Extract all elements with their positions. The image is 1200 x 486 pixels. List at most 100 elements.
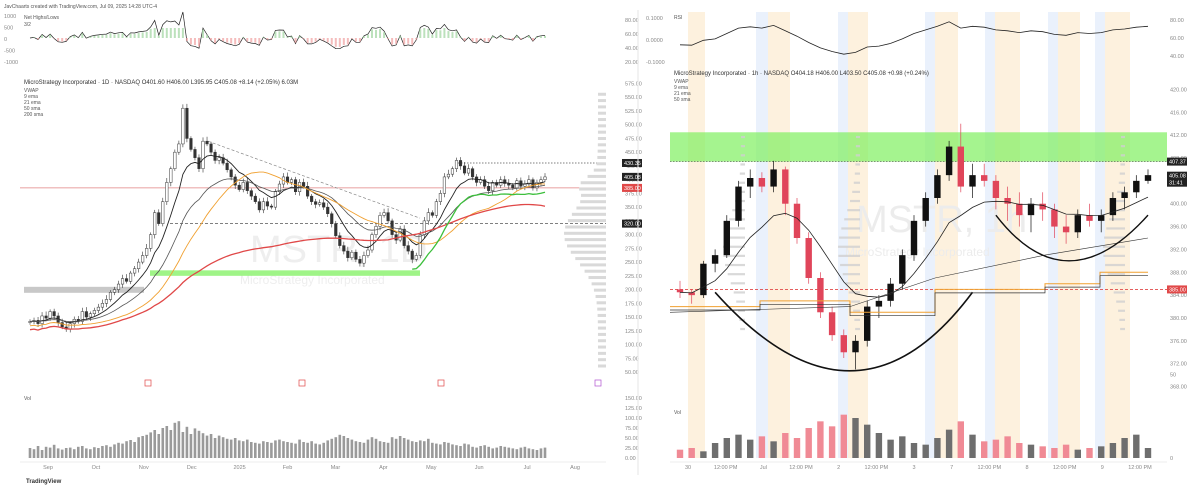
volume-profile-bar-right: [851, 300, 860, 303]
volume-bar-right: [1098, 446, 1105, 458]
volume-bar-right: [688, 448, 695, 458]
price-label-right: 31:41: [1169, 181, 1183, 187]
session-band: [688, 12, 705, 458]
volume-bar: [282, 441, 285, 458]
session-band: [925, 12, 935, 458]
candle-body: [543, 176, 547, 180]
volume-bar: [241, 441, 245, 458]
indicator-bar: [214, 38, 217, 43]
candle-body: [434, 201, 438, 216]
volume-bar-right: [1109, 443, 1117, 458]
legend-entry-right: 21 ema: [674, 91, 691, 97]
candle-body-right: [1098, 215, 1105, 221]
price-label-bg-right: [1167, 178, 1187, 187]
volume-bar-right: [1062, 444, 1070, 458]
x-tick-label: Jun: [475, 465, 484, 471]
y-tick-label-right: 396.00: [1170, 225, 1187, 231]
candle-body-right: [770, 169, 777, 187]
indicator-bar: [185, 38, 188, 41]
volume-bar: [266, 442, 269, 458]
hourly-chart: RSI 0.1000 0.0000 -0.1000 80.00 60.00 40.00 Mic…: [646, 12, 1187, 471]
candle-body: [442, 176, 446, 194]
candle-body: [209, 143, 213, 153]
volume-profile-bar-right: [1120, 145, 1125, 148]
volume-bar: [350, 439, 354, 458]
candle-body-right: [676, 289, 684, 293]
candle-body: [112, 289, 117, 293]
volume-bar-right: [782, 433, 789, 458]
indicator-bar: [250, 38, 253, 43]
indicator-bar: [181, 28, 184, 38]
indicator-bar: [322, 38, 325, 41]
indicator-bar: [153, 28, 156, 38]
indicator-bar: [65, 38, 68, 41]
y-tick-label-right: 380.00: [1170, 316, 1187, 322]
volume-bar-right: [1027, 444, 1035, 458]
candle-body: [342, 245, 346, 252]
indicator-bar: [358, 38, 361, 42]
volume-bar: [169, 430, 173, 458]
indicator-bar: [61, 38, 64, 42]
indicator-bar: [362, 36, 365, 38]
volume-profile-bar: [597, 307, 606, 311]
volume-profile-bar-right: [1109, 218, 1125, 221]
support-zone: [150, 270, 420, 276]
price-label: 430.35: [624, 161, 641, 167]
indicator-left-tick: 500: [4, 26, 13, 32]
volume-bar: [519, 447, 523, 458]
volume-tick-right: 50: [1170, 373, 1176, 379]
candle-body: [257, 201, 261, 211]
indicator-right-tick: 40.00: [625, 46, 639, 52]
y-tick-label: 250.00: [625, 260, 642, 266]
candle-body-right: [981, 175, 988, 181]
indicator-bar: [314, 38, 317, 42]
price-label: 320.00: [624, 222, 641, 228]
candle-body: [177, 143, 181, 153]
candle-body-right: [1004, 198, 1011, 204]
indicator-bar: [113, 34, 116, 38]
volume-profile-bar-right: [1103, 245, 1125, 248]
rsi-right-tick: 80.00: [1170, 18, 1184, 24]
x-tick-label: Mar: [331, 465, 341, 471]
indicator-bar: [81, 33, 84, 38]
indicator-bar: [177, 28, 180, 38]
volume-bar: [342, 436, 346, 458]
session-band: [768, 12, 790, 458]
candle-body-right: [934, 175, 941, 198]
volume-profile-bar: [597, 118, 606, 122]
indicator-bar: [258, 38, 261, 45]
candle-body-right: [817, 278, 824, 313]
candle-body-right: [723, 220, 730, 256]
volume-bar: [354, 441, 358, 458]
volume-profile-bar-right: [733, 291, 745, 294]
volume-bar: [390, 437, 394, 458]
candle-body: [310, 195, 314, 202]
indicator-bar: [274, 31, 277, 38]
indicator-bar: [411, 38, 414, 45]
volume-bar-right: [793, 438, 801, 458]
volume-bar: [189, 434, 193, 458]
candle-body: [141, 255, 145, 263]
watermark-sub: MicroStrategy Incorporated: [240, 273, 385, 287]
volume-bar: [459, 446, 462, 458]
candle-body: [40, 315, 44, 324]
y-tick-label: 50.00: [625, 370, 639, 376]
volume-bar: [85, 448, 88, 458]
resistance-zone: [670, 132, 1167, 162]
volume-bar: [245, 439, 249, 458]
volume-bar: [443, 442, 446, 458]
indicator-bar: [149, 28, 152, 38]
volume-profile-bar-right: [855, 135, 860, 139]
candle-body: [458, 160, 463, 167]
indicator-bar: [133, 33, 136, 38]
candle-body: [318, 202, 322, 205]
session-band: [1105, 12, 1130, 458]
indicator-bar: [431, 34, 434, 38]
indicator-bar: [499, 35, 502, 38]
indicator-bar: [222, 38, 225, 42]
volume-bar: [40, 450, 44, 458]
x-tick-label: Oct: [92, 465, 101, 471]
y-tick-label: 525.00: [625, 109, 642, 115]
y-tick-label: 175.00: [625, 301, 642, 307]
